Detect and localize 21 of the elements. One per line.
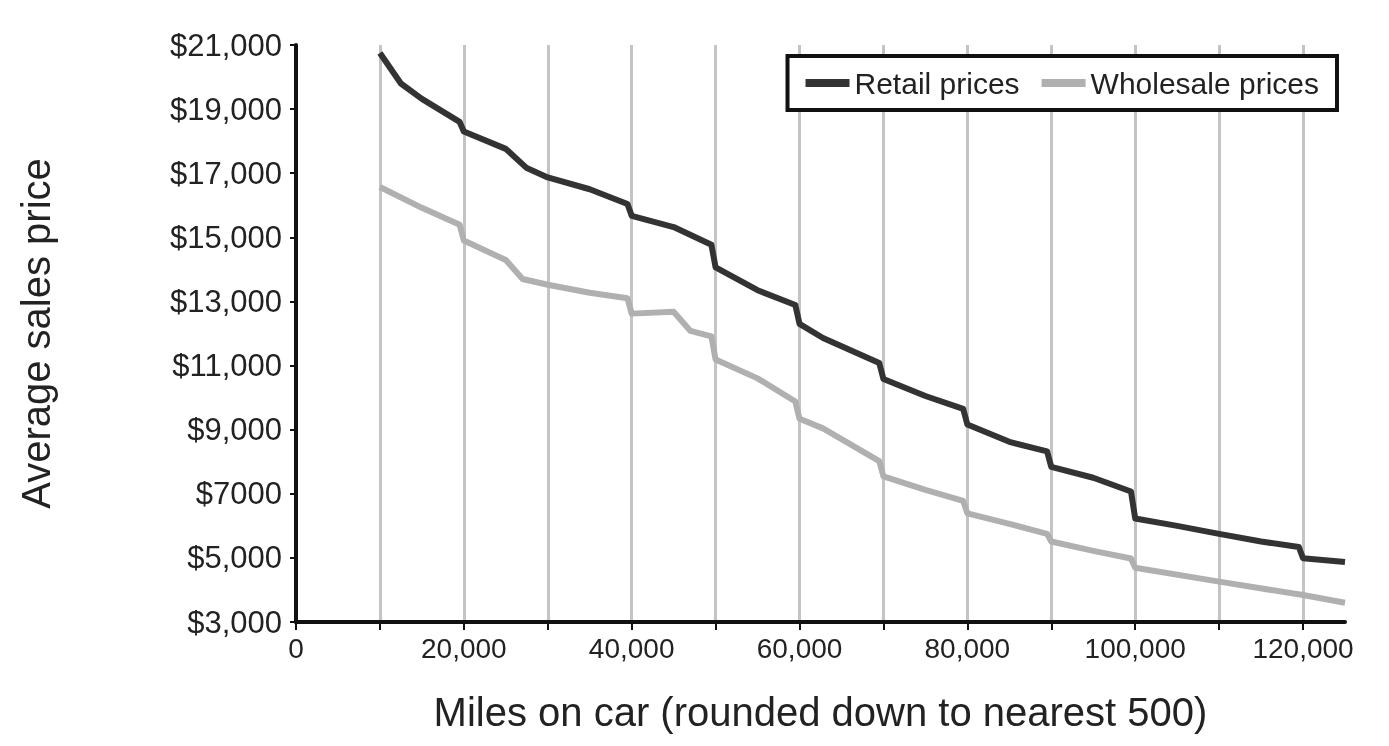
x-tick-label: 120,000	[1252, 632, 1354, 664]
legend-label: Wholesale prices	[1090, 66, 1320, 100]
y-tick-label: $19,000	[169, 91, 282, 127]
y-axis-title: Average sales price	[14, 158, 58, 509]
y-tick-label: $11,000	[172, 348, 282, 384]
x-tick-label: 20,000	[421, 632, 507, 664]
x-tick-label: 40,000	[588, 632, 675, 664]
y-tick-label: $13,000	[169, 283, 282, 319]
y-tick-label: $21,000	[169, 27, 282, 63]
x-tick-label: 80,000	[924, 632, 1011, 664]
y-tick-label: $3,000	[187, 604, 282, 640]
x-axis-title: Miles on car (rounded down to nearest 500)	[433, 690, 1208, 734]
x-tick-label: 60,000	[756, 632, 843, 664]
y-tick-label: $9,000	[187, 412, 282, 448]
y-tick-label: $15,000	[169, 219, 282, 255]
y-tick-label: $17,000	[169, 155, 282, 191]
x-tick-label: 0	[288, 632, 304, 664]
y-tick-label: $7000	[195, 476, 282, 512]
y-tick-label: $5,000	[187, 540, 282, 576]
x-tick-label: 100,000	[1084, 632, 1186, 664]
legend-label: Retail prices	[854, 66, 1020, 100]
